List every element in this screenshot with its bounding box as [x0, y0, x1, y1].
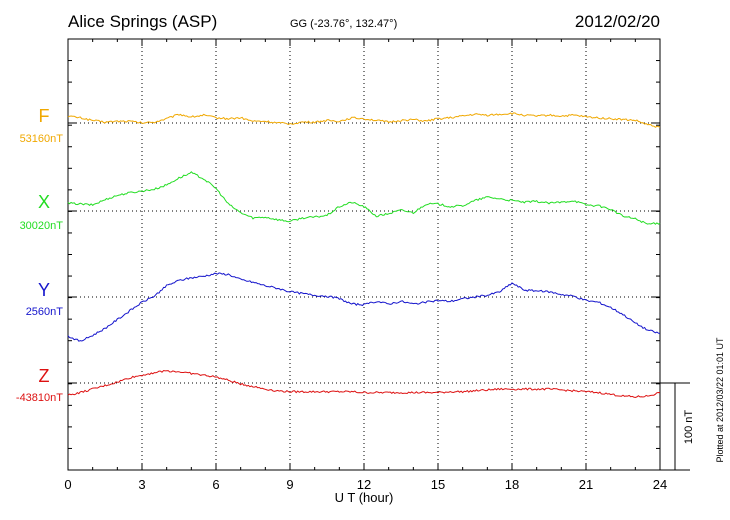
x-tick-label: 0	[64, 477, 71, 492]
x-tick-label: 9	[286, 477, 293, 492]
baseline-value-y: 2560nT	[26, 306, 64, 318]
x-tick-label: 18	[505, 477, 519, 492]
series-lines	[67, 112, 661, 399]
series-label-y: Y	[38, 280, 50, 300]
plotted-timestamp: Plotted at 2012/03/22 01:01 UT	[715, 337, 725, 463]
series-line-f	[67, 112, 661, 128]
baseline-value-z: -43810nT	[16, 392, 63, 404]
x-tick-label: 15	[431, 477, 445, 492]
x-axis-label: U T (hour)	[335, 490, 394, 505]
station-coordinates: GG (-23.76°, 132.47°)	[290, 18, 397, 30]
scale-bar: 100 nT	[660, 382, 695, 471]
x-tick-label: 21	[579, 477, 593, 492]
baseline-value-x: 30020nT	[20, 220, 64, 232]
chart-date: 2012/02/20	[575, 12, 660, 31]
baselines	[68, 122, 660, 384]
series-label-z: Z	[39, 366, 50, 386]
axis-ticks	[67, 39, 661, 470]
x-tick-label: 12	[357, 477, 371, 492]
chart-title: Alice Springs (ASP)	[68, 12, 217, 31]
scale-bar-label: 100 nT	[683, 410, 695, 445]
baseline-value-f: 53160nT	[20, 133, 64, 145]
series-line-z	[67, 369, 661, 399]
grid	[141, 39, 587, 470]
x-tick-label: 24	[653, 477, 667, 492]
series-labels: F 53160nT X 30020nT Y 2560nT Z -43810nT	[16, 106, 63, 404]
x-tick-label: 3	[138, 477, 145, 492]
x-tick-labels: 0 3 6 9 12 15 18 21 24	[64, 477, 667, 492]
series-label-f: F	[39, 106, 50, 126]
series-line-x	[67, 171, 661, 225]
series-line-y	[67, 272, 661, 342]
x-tick-label: 6	[212, 477, 219, 492]
series-label-x: X	[38, 192, 50, 212]
